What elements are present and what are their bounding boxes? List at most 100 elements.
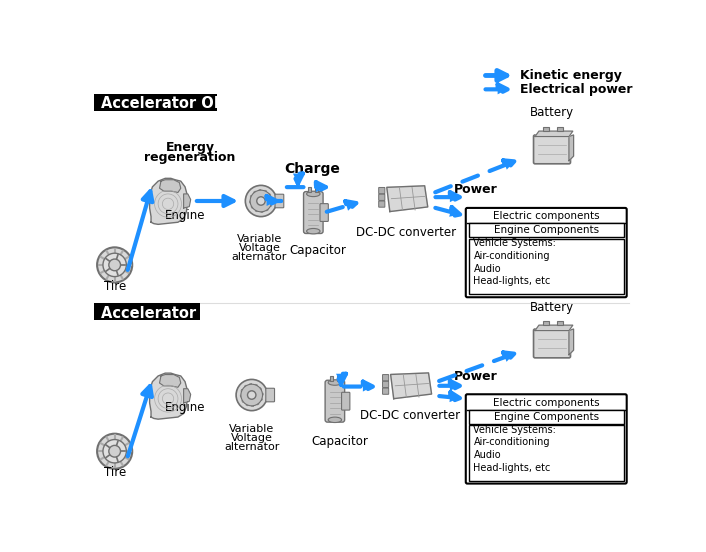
Text: DC-DC converter: DC-DC converter [359,409,460,422]
FancyBboxPatch shape [466,394,627,484]
FancyBboxPatch shape [320,204,328,221]
Text: Variable: Variable [237,234,282,244]
FancyBboxPatch shape [378,188,385,194]
Polygon shape [160,375,181,388]
Bar [94,304,200,320]
Polygon shape [256,401,259,405]
Polygon shape [569,135,573,161]
Polygon shape [250,384,252,387]
Text: alternator: alternator [232,252,287,262]
Ellipse shape [236,379,268,411]
Polygon shape [261,209,263,213]
FancyBboxPatch shape [383,375,389,381]
Text: Audio: Audio [474,450,501,460]
Ellipse shape [246,185,277,216]
Polygon shape [184,389,191,403]
Bar [315,187,318,192]
Polygon shape [535,325,573,331]
Circle shape [257,197,265,205]
Text: Voltage: Voltage [239,243,280,253]
Text: Air-conditioning: Air-conditioning [474,437,550,447]
Text: Variable: Variable [229,424,275,434]
Text: Power: Power [453,183,497,197]
Text: Power: Power [453,370,497,384]
Bar [337,375,340,381]
Bar [469,425,623,480]
Polygon shape [250,195,253,198]
Bar [556,321,563,325]
Ellipse shape [306,229,320,234]
Text: Audio: Audio [474,264,501,274]
FancyBboxPatch shape [342,392,350,410]
Text: DC-DC converter: DC-DC converter [356,226,456,238]
Polygon shape [246,402,249,406]
Polygon shape [241,389,244,392]
Text: regeneration: regeneration [145,151,236,164]
Polygon shape [244,385,248,389]
FancyBboxPatch shape [466,208,627,297]
Bar [469,224,623,237]
Text: Tire: Tire [104,279,126,293]
Circle shape [241,384,263,406]
Bar [543,321,549,325]
Text: Head-lights, etc: Head-lights, etc [474,277,551,286]
FancyBboxPatch shape [304,192,323,233]
Polygon shape [160,180,181,193]
Polygon shape [255,208,258,212]
Text: Battery: Battery [530,107,574,119]
Text: Air-conditioning: Air-conditioning [474,251,550,261]
Text: Tire: Tire [104,466,126,479]
Bar [309,187,311,192]
Polygon shape [269,199,273,201]
Ellipse shape [328,417,342,422]
Circle shape [248,391,256,399]
Polygon shape [253,191,257,194]
Text: Battery: Battery [530,301,574,314]
Polygon shape [535,131,573,136]
Bar [543,127,549,131]
Circle shape [250,190,272,212]
FancyBboxPatch shape [534,135,570,164]
Circle shape [103,439,126,463]
Text: Charge: Charge [284,162,340,176]
Text: Vehicle Systems:: Vehicle Systems: [474,424,556,434]
Polygon shape [184,194,191,208]
FancyBboxPatch shape [534,329,570,358]
Text: Kinetic energy: Kinetic energy [520,69,621,82]
Text: alternator: alternator [224,443,280,453]
Text: Accelerator OFF: Accelerator OFF [101,97,234,112]
Polygon shape [390,373,431,399]
FancyBboxPatch shape [383,388,389,394]
Circle shape [97,434,132,469]
Text: Head-lights, etc: Head-lights, etc [474,463,551,473]
Polygon shape [387,186,428,211]
Circle shape [97,247,132,283]
Text: Electric components: Electric components [493,211,599,221]
Polygon shape [240,395,244,397]
Polygon shape [569,329,573,355]
Polygon shape [259,398,263,401]
Ellipse shape [328,380,342,385]
Polygon shape [268,204,272,207]
FancyBboxPatch shape [265,388,275,402]
FancyBboxPatch shape [275,194,284,208]
Text: Engine: Engine [164,401,205,414]
Polygon shape [241,399,245,402]
Polygon shape [268,194,271,197]
Bar [469,410,623,423]
Bar [94,94,217,111]
Polygon shape [249,201,253,203]
Text: Energy: Energy [166,141,215,154]
Polygon shape [252,404,253,407]
Polygon shape [264,190,267,194]
FancyBboxPatch shape [378,194,385,200]
Circle shape [103,253,126,277]
Text: Capacitor: Capacitor [289,244,347,257]
FancyBboxPatch shape [383,381,389,388]
Polygon shape [150,373,188,419]
FancyBboxPatch shape [325,380,345,422]
Polygon shape [251,205,254,209]
Text: Engine Components: Engine Components [493,412,599,422]
Text: Electrical power: Electrical power [520,83,632,96]
Circle shape [109,445,121,457]
